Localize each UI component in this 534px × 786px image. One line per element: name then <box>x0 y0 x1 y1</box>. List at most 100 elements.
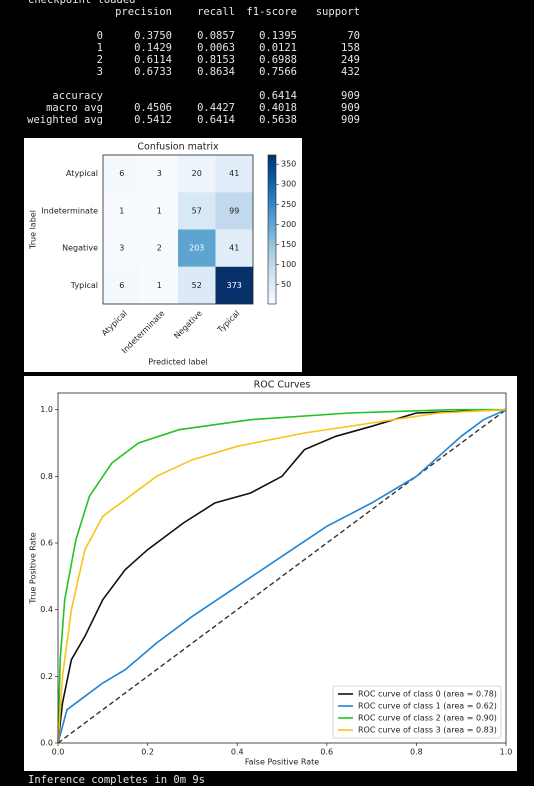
cell-label: 6 <box>119 281 124 290</box>
cell-label: 99 <box>229 206 239 215</box>
report-row-label: accuracy <box>52 90 103 102</box>
legend-label: ROC curve of class 3 (area = 0.83) <box>358 726 497 735</box>
colorbar-tick-label: 200 <box>281 220 296 229</box>
y-axis-label: True label <box>29 210 38 250</box>
y-tick-label: 1.0 <box>40 405 53 414</box>
chance-line <box>57 409 507 744</box>
report-row-label: 3 <box>97 66 103 78</box>
heatmap-cell <box>140 192 178 230</box>
legend-label: ROC curve of class 0 (area = 0.78) <box>358 690 497 699</box>
x-axis-label: False Positive Rate <box>245 758 319 767</box>
report-row-label: 1 <box>97 42 103 54</box>
report-cell: 0.6114 <box>134 54 172 66</box>
report-cell: 909 <box>341 114 360 126</box>
roc-curve <box>57 408 507 744</box>
report-cell: 0.6414 <box>259 90 297 102</box>
y-tick-label: 0.6 <box>40 539 53 548</box>
report-cell: 0.6414 <box>197 114 235 126</box>
cell-label: 6 <box>119 169 124 178</box>
y-tick-label: Indeterminate <box>41 206 98 215</box>
cell-label: 41 <box>229 244 239 253</box>
chart-title: Confusion matrix <box>137 142 219 153</box>
heatmap-cell <box>103 229 141 267</box>
chart-title: ROC Curves <box>254 380 311 391</box>
legend-label: ROC curve of class 2 (area = 0.90) <box>358 714 497 723</box>
heatmap-cell <box>140 155 178 193</box>
report-cell: 249 <box>341 54 360 66</box>
report-cell: 70 <box>347 30 360 42</box>
report-cell: 909 <box>341 90 360 102</box>
x-axis-label: Predicted label <box>148 358 207 367</box>
legend-label: ROC curve of class 1 (area = 0.62) <box>358 702 497 711</box>
report-cell: 0.5638 <box>259 114 297 126</box>
cell-label: 3 <box>157 169 162 178</box>
plot-frame <box>57 392 507 744</box>
colorbar-tick-label: 50 <box>281 280 291 289</box>
y-tick-label: Typical <box>70 281 98 290</box>
roc-curve <box>57 408 507 744</box>
y-axis-label: True Positive Rate <box>29 532 38 604</box>
report-column-header: support <box>316 6 360 18</box>
legend-box <box>332 685 502 739</box>
colorbar-tick-label: 100 <box>281 260 296 269</box>
report-cell: 158 <box>341 42 360 54</box>
report-row-label: weighted avg <box>27 114 103 126</box>
heatmap-cell <box>215 266 253 304</box>
cell-label: 57 <box>192 206 202 215</box>
report-cell: 0.3750 <box>134 30 172 42</box>
heatmap-frame <box>102 154 254 305</box>
x-tick-label: 0.2 <box>141 748 154 757</box>
cell-label: 1 <box>157 206 162 215</box>
colorbar-tick-label: 350 <box>281 160 296 169</box>
report-row-label: macro avg <box>46 102 103 114</box>
report-column-header: recall <box>197 6 235 18</box>
cell-label: 52 <box>192 281 202 290</box>
report-cell: 0.8153 <box>197 54 235 66</box>
x-tick-label: 0.8 <box>410 748 423 757</box>
y-tick-label: 0.4 <box>40 605 53 614</box>
heatmap-cell <box>178 192 216 230</box>
report-cell: 0.0121 <box>259 42 297 54</box>
report-row-label: 2 <box>97 54 103 66</box>
heatmap-cell <box>215 192 253 230</box>
heatmap-cell <box>215 229 253 267</box>
report-cell: 0.1395 <box>259 30 297 42</box>
report-cell: 0.8634 <box>197 66 235 78</box>
report-cell: 0.0857 <box>197 30 235 42</box>
y-tick-label: 0.0 <box>40 739 53 748</box>
report-column-header: f1-score <box>246 6 297 18</box>
report-cell: 0.6988 <box>259 54 297 66</box>
x-tick-label: 0.6 <box>320 748 333 757</box>
roc-curve <box>57 408 507 744</box>
heatmap-cell <box>140 266 178 304</box>
cell-label: 3 <box>119 244 124 253</box>
heatmap-cell <box>178 229 216 267</box>
report-cell: 0.1429 <box>134 42 172 54</box>
report-cell: 432 <box>341 66 360 78</box>
cell-label: 373 <box>227 281 242 290</box>
report-cell: 0.6733 <box>134 66 172 78</box>
roc-curve <box>57 408 506 744</box>
report-column-header: precision <box>115 6 172 18</box>
report-cell: 0.0063 <box>197 42 235 54</box>
heatmap-cell <box>178 155 216 193</box>
heatmap-cell <box>140 229 178 267</box>
report-cell: 0.5412 <box>134 114 172 126</box>
report-cell: 0.4427 <box>197 102 235 114</box>
y-tick-label: Atypical <box>66 169 98 178</box>
cell-label: 20 <box>192 169 202 178</box>
heatmap-cell <box>178 266 216 304</box>
y-tick-label: 0.8 <box>40 472 53 481</box>
log-header: checkpoint loaded <box>28 0 135 6</box>
report-cell: 909 <box>341 102 360 114</box>
x-tick-label: 1.0 <box>500 748 513 757</box>
heatmap-cell <box>103 266 141 304</box>
heatmap-cell <box>103 192 141 230</box>
y-tick-label: Negative <box>62 244 98 253</box>
cell-label: 1 <box>119 206 124 215</box>
heatmap-cell <box>103 155 141 193</box>
report-cell: 0.4018 <box>259 102 297 114</box>
colorbar-tick-label: 250 <box>281 200 296 209</box>
report-row-label: 0 <box>97 30 103 42</box>
